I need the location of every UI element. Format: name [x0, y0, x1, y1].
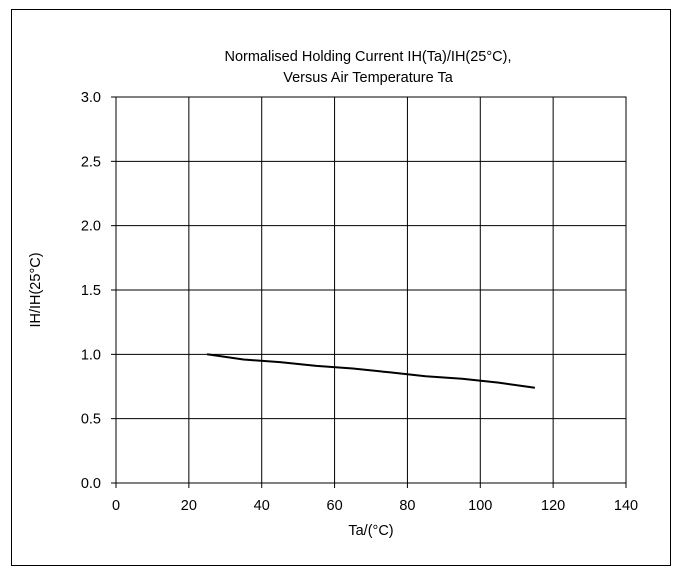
y-axis-ticks: 0.0 0.5 1.0 1.5 2.0 2.5 3.0	[81, 90, 116, 492]
plot-area	[115, 96, 627, 484]
y-tick-label: 0.0	[81, 476, 101, 492]
x-tick-label: 40	[254, 498, 270, 514]
chart-frame: Normalised Holding Current IH(Ta)/IH(25°…	[11, 9, 671, 566]
x-axis-label: Ta/(°C)	[348, 523, 393, 539]
y-tick-label: 2.5	[81, 154, 101, 170]
y-tick-label: 2.0	[81, 219, 101, 235]
x-axis-ticks: 0 20 40 60 80 100 120 140	[112, 483, 638, 514]
chart-title-line1: Normalised Holding Current IH(Ta)/IH(25°…	[224, 49, 511, 65]
line-chart: Normalised Holding Current IH(Ta)/IH(25°…	[28, 49, 638, 539]
x-tick-label: 140	[614, 498, 638, 514]
y-tick-label: 3.0	[81, 90, 101, 106]
x-tick-label: 120	[541, 498, 565, 514]
y-tick-label: 1.0	[81, 347, 101, 363]
x-tick-label: 100	[468, 498, 492, 514]
y-tick-label: 0.5	[81, 412, 101, 428]
series-line	[206, 353, 536, 389]
chart-title-line2: Versus Air Temperature Ta	[283, 70, 453, 86]
x-tick-label: 60	[327, 498, 343, 514]
x-tick-label: 20	[181, 498, 197, 514]
grid	[116, 97, 626, 483]
series-group	[206, 353, 536, 389]
y-axis-label: IH/IH(25°C)	[28, 252, 44, 327]
x-tick-label: 0	[112, 498, 120, 514]
x-tick-label: 80	[399, 498, 415, 514]
y-tick-label: 1.5	[81, 283, 101, 299]
